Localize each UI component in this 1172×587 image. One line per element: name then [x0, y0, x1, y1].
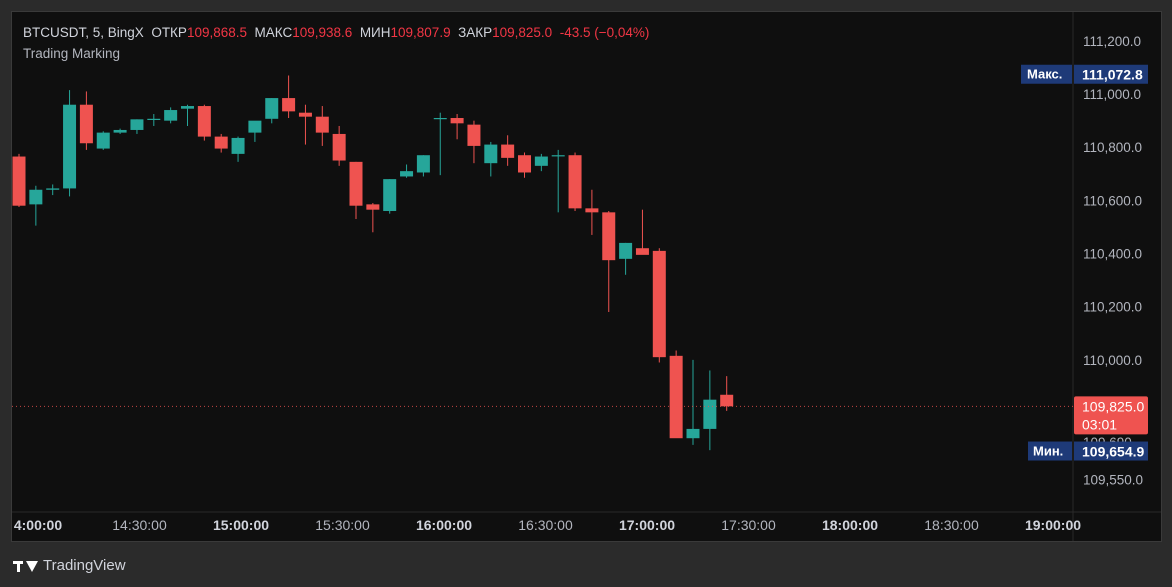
candle-body — [416, 155, 430, 173]
candle-body — [282, 98, 296, 112]
min-label-box — [1028, 441, 1072, 461]
candle-body — [63, 104, 77, 189]
candle-body — [214, 136, 228, 149]
y-tick-label: 111,000.0 — [1083, 87, 1141, 102]
x-tick-label: 15:30:00 — [315, 517, 370, 533]
last-price-value: 109,825.0 — [1082, 398, 1144, 414]
candle-body — [366, 204, 380, 210]
candle-body — [265, 98, 279, 119]
candle-body — [383, 179, 397, 212]
candle-body — [248, 120, 262, 133]
close-value: 109,825.0 — [492, 25, 553, 40]
low-label: МИН — [359, 25, 391, 40]
candle-body — [501, 144, 515, 158]
candle-body — [315, 116, 329, 133]
change-value: -43.5 (−0,04%) — [559, 25, 650, 40]
tradingview-logo-icon — [13, 559, 38, 573]
min-label: Мин. — [1033, 444, 1063, 459]
max-label-box — [1021, 64, 1072, 84]
candle-body — [669, 355, 683, 439]
candle-body — [349, 161, 363, 206]
close-label: ЗАКР — [458, 25, 493, 40]
candle-body — [433, 118, 447, 120]
candle-body — [96, 132, 110, 149]
candle-body — [79, 104, 93, 144]
high-value: 109,938.6 — [292, 25, 353, 40]
candle-body — [686, 428, 700, 439]
y-tick-label: 110,800.0 — [1083, 140, 1142, 155]
y-tick-label: 109,550.0 — [1083, 472, 1143, 487]
candle-body — [720, 394, 734, 407]
indicator-label[interactable]: Trading Marking — [23, 46, 121, 61]
max-value: 111,072.8 — [1082, 67, 1143, 83]
candle-body — [602, 212, 616, 261]
candle-body — [12, 156, 26, 206]
x-tick-label: 16:30:00 — [518, 517, 573, 533]
candle-body — [568, 155, 582, 209]
candle-body — [400, 171, 414, 177]
x-tick-label: 4:00:00 — [14, 517, 62, 533]
high-label: МАКС — [254, 25, 293, 40]
x-tick-label: 15:00:00 — [213, 517, 269, 533]
y-tick-label: 111,200.0 — [1083, 34, 1141, 49]
candle-body — [181, 106, 194, 109]
candle-body — [130, 119, 144, 130]
low-value: 109,807.9 — [390, 25, 451, 40]
candle-body — [231, 137, 245, 154]
candle-body — [585, 208, 599, 213]
open-value: 109,868.5 — [186, 25, 247, 40]
chart-frame: 111,200.0 111,000.0 110,800.0 110,600.0 110,… — [11, 11, 1162, 542]
candle-body — [197, 106, 211, 137]
x-tick-label: 17:30:00 — [721, 517, 776, 533]
candle-body — [619, 242, 633, 259]
symbol-label: BTCUSDT, 5, BingX — [23, 25, 144, 40]
y-tick-label: 110,600.0 — [1083, 193, 1142, 208]
candle-body — [113, 129, 127, 133]
open-label: ОТКР — [151, 25, 187, 40]
min-value-box — [1074, 441, 1148, 461]
max-label: Макс. — [1027, 67, 1062, 82]
candle-body — [46, 188, 60, 190]
candle-body — [164, 110, 178, 121]
last-price-box — [1074, 396, 1148, 435]
ohlc-header: BTCUSDT, 5, BingX ОТКР109,868.5 МАКС109,… — [23, 25, 649, 40]
brand-label: TradingView — [43, 557, 126, 574]
max-value-box — [1074, 64, 1148, 84]
candle-body — [635, 248, 649, 255]
min-value: 109,654.9 — [1082, 444, 1144, 460]
y-tick-label: 110,400.0 — [1083, 247, 1142, 262]
candle-body — [450, 118, 464, 124]
candle-body — [703, 399, 717, 429]
candle-body — [147, 118, 161, 121]
candle-body — [484, 144, 498, 164]
x-tick-label: 18:00:00 — [822, 517, 878, 533]
x-tick-label: 18:30:00 — [924, 517, 979, 533]
candle-body — [332, 133, 346, 161]
candlestick-chart[interactable]: 111,200.0 111,000.0 110,800.0 110,600.0 110,… — [12, 12, 1161, 541]
candle-body — [551, 155, 565, 157]
x-tick-label: 14:30:00 — [112, 517, 167, 533]
candle-body — [518, 155, 531, 173]
candle-body — [29, 189, 43, 205]
x-tick-label: 19:00:00 — [1025, 517, 1081, 533]
y-tick-label: 110,200.0 — [1083, 300, 1142, 315]
countdown-value: 03:01 — [1082, 416, 1117, 432]
candle-body — [298, 112, 312, 117]
candle-body — [467, 124, 481, 146]
footer-brand[interactable]: TradingView — [13, 557, 126, 574]
candle-body — [534, 156, 548, 166]
candle-body — [652, 250, 666, 358]
x-tick-label: 16:00:00 — [416, 517, 472, 533]
x-tick-label: 17:00:00 — [619, 517, 675, 533]
y-tick-label: 110,000.0 — [1083, 353, 1142, 368]
